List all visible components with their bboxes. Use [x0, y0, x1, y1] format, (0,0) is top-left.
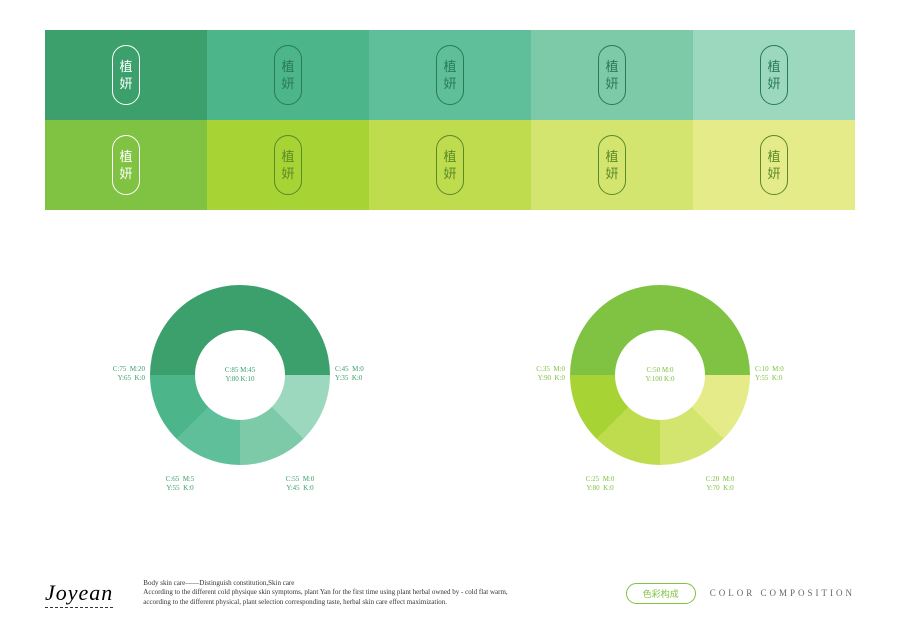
- logo-char: 植: [281, 60, 294, 73]
- logo-capsule: 植妍: [274, 135, 302, 195]
- logo-capsule: 植妍: [760, 45, 788, 105]
- slice-label: C:45 M:0 Y:35 K:0: [335, 365, 385, 383]
- logo-char: 妍: [767, 77, 780, 90]
- slice-label: C:75 M:20 Y:65 K:0: [95, 365, 145, 383]
- color-swatch: 植妍: [207, 120, 369, 210]
- logo-char: 植: [605, 60, 618, 73]
- color-swatch: 植妍: [369, 120, 531, 210]
- donut-chart-1: C:85 M:45Y:80 K:10C:75 M:20 Y:65 K:0C:45…: [100, 270, 380, 530]
- charts-row: C:85 M:45Y:80 K:10 C:75 M:20 Y:65 K:0 C:45…: [0, 270, 900, 530]
- swatch-grid: 植妍植妍植妍植妍植妍植妍植妍植妍植妍植妍: [45, 30, 855, 210]
- color-swatch: 植妍: [369, 30, 531, 120]
- logo-capsule: 植妍: [436, 135, 464, 195]
- donut-chart-2: C:50 M:0Y:100 K:0C:35 M:0 Y:90 K:0C:10 M…: [520, 270, 800, 530]
- footer-right: 色彩构成 COLOR COMPOSITION: [626, 583, 855, 604]
- category-badge: 色彩构成: [626, 583, 696, 604]
- logo-char: 植: [767, 60, 780, 73]
- logo-char: 妍: [281, 77, 294, 90]
- color-swatch: 植妍: [531, 30, 693, 120]
- logo-char: 妍: [605, 167, 618, 180]
- logo-char: 植: [443, 150, 456, 163]
- logo-char: 植: [443, 60, 456, 73]
- logo-char: 植: [119, 150, 132, 163]
- color-swatch: 植妍: [45, 30, 207, 120]
- footer-line2: According to the different cold physique…: [143, 588, 625, 598]
- slice-label: C:35 M:0 Y:90 K:0: [515, 365, 565, 383]
- logo-capsule: 植妍: [436, 45, 464, 105]
- logo-char: 妍: [443, 167, 456, 180]
- slice-label: C:55 M:0 Y:45 K:0: [275, 475, 325, 493]
- logo-char: 妍: [281, 167, 294, 180]
- color-swatch: 植妍: [207, 30, 369, 120]
- logo-capsule: 植妍: [112, 45, 140, 105]
- logo-char: 妍: [119, 77, 132, 90]
- donut-center-label: C:85 M:45Y:80 K:10: [195, 330, 285, 420]
- footer: Joyean Body skin care——Distinguish const…: [45, 579, 855, 608]
- slice-label: C:65 M:5 Y:55 K:0: [155, 475, 205, 493]
- logo-char: 妍: [119, 167, 132, 180]
- logo-capsule: 植妍: [598, 45, 626, 105]
- slice-label: C:25 M:0 Y:80 K:0: [575, 475, 625, 493]
- logo-capsule: 植妍: [274, 45, 302, 105]
- logo-char: 植: [281, 150, 294, 163]
- footer-line3: according to the different physical, pla…: [143, 598, 625, 608]
- logo-char: 妍: [443, 77, 456, 90]
- brand-logo: Joyean: [45, 580, 113, 606]
- logo-char: 植: [767, 150, 780, 163]
- color-swatch: 植妍: [531, 120, 693, 210]
- logo-char: 妍: [767, 167, 780, 180]
- logo-char: 植: [605, 150, 618, 163]
- logo-capsule: 植妍: [760, 135, 788, 195]
- color-swatch: 植妍: [693, 120, 855, 210]
- color-swatch: 植妍: [693, 30, 855, 120]
- footer-description: Body skin care——Distinguish constitution…: [143, 579, 625, 608]
- color-swatch: 植妍: [45, 120, 207, 210]
- slice-label: C:10 M:0 Y:55 K:0: [755, 365, 805, 383]
- logo-capsule: 植妍: [112, 135, 140, 195]
- slice-label: C:20 M:0 Y:70 K:0: [695, 475, 745, 493]
- logo-char: 妍: [605, 77, 618, 90]
- logo-char: 植: [119, 60, 132, 73]
- logo-capsule: 植妍: [598, 135, 626, 195]
- composition-label: COLOR COMPOSITION: [710, 588, 855, 598]
- footer-line1: Body skin care——Distinguish constitution…: [143, 579, 625, 589]
- donut-center-label: C:50 M:0Y:100 K:0: [615, 330, 705, 420]
